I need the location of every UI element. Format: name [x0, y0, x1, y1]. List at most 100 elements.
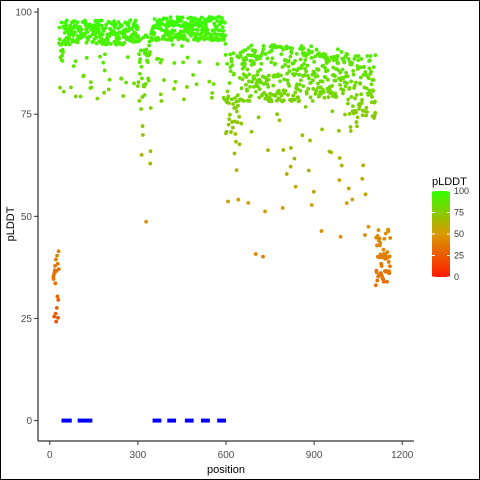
data-point — [245, 67, 250, 72]
data-point — [293, 59, 297, 63]
domain-segments — [61, 418, 226, 423]
data-point — [349, 79, 354, 84]
data-point — [232, 151, 237, 156]
data-point — [120, 23, 124, 28]
data-point — [331, 65, 336, 70]
data-point — [124, 80, 129, 85]
data-point — [153, 25, 158, 30]
data-point — [225, 89, 230, 94]
data-point — [225, 61, 230, 66]
data-point — [266, 77, 271, 82]
x-ticks: 0 300 600 900 1200 — [47, 441, 414, 461]
data-point — [345, 81, 349, 85]
data-point — [79, 27, 84, 32]
segment-bar — [152, 418, 162, 423]
data-point — [359, 57, 364, 61]
data-point — [231, 102, 235, 106]
data-point — [180, 15, 185, 20]
data-point — [139, 152, 144, 157]
data-point — [96, 26, 101, 31]
data-point — [323, 75, 328, 80]
data-point — [226, 122, 231, 127]
data-point — [291, 67, 296, 72]
data-point — [360, 176, 365, 181]
data-point — [364, 86, 369, 91]
data-point — [106, 87, 111, 92]
data-point — [341, 88, 346, 92]
data-point — [119, 76, 124, 81]
data-point — [379, 264, 384, 268]
data-point — [367, 66, 372, 71]
data-point — [204, 24, 208, 29]
segment-bar — [184, 418, 194, 423]
data-point — [249, 129, 254, 134]
data-point — [264, 94, 269, 99]
data-point — [269, 99, 274, 104]
data-point — [148, 161, 153, 166]
data-point — [170, 19, 174, 23]
y-tick-label: 25 — [21, 314, 33, 325]
data-point — [244, 82, 248, 87]
data-point — [278, 79, 282, 84]
data-point — [249, 93, 253, 98]
data-point — [309, 203, 314, 207]
data-point — [67, 37, 72, 41]
data-point — [122, 41, 127, 45]
data-point — [194, 82, 199, 87]
data-point — [135, 25, 140, 29]
data-point — [258, 56, 262, 61]
data-point — [357, 107, 361, 111]
data-point — [104, 22, 109, 27]
data-point — [170, 31, 175, 36]
data-point — [312, 59, 317, 64]
data-point — [253, 54, 258, 59]
data-point — [144, 219, 149, 224]
data-point — [172, 28, 177, 33]
data-point — [242, 61, 247, 66]
data-point — [249, 43, 254, 48]
data-point — [88, 80, 93, 84]
data-point — [322, 95, 327, 100]
data-point — [228, 52, 233, 57]
data-point — [54, 319, 59, 324]
data-point — [373, 283, 378, 288]
data-point — [373, 110, 378, 115]
data-point — [336, 128, 341, 133]
data-point — [341, 91, 345, 96]
data-point — [54, 305, 59, 310]
data-point — [102, 68, 107, 73]
data-point — [376, 228, 381, 233]
data-point — [288, 164, 293, 169]
data-point — [150, 38, 155, 42]
data-point — [304, 69, 309, 74]
data-point — [239, 86, 244, 91]
legend-tick-label: 75 — [454, 208, 464, 218]
data-point — [255, 73, 260, 77]
data-point — [358, 81, 363, 86]
data-point — [250, 80, 255, 84]
data-point — [106, 37, 110, 42]
data-point — [136, 80, 141, 84]
data-point — [366, 224, 371, 229]
data-point — [281, 98, 286, 103]
data-point — [323, 65, 327, 70]
data-point — [180, 44, 184, 48]
data-point — [269, 60, 274, 65]
data-point — [229, 130, 233, 134]
data-point — [247, 99, 252, 103]
data-point — [261, 43, 266, 48]
data-point — [281, 47, 285, 52]
data-point — [215, 19, 220, 23]
data-point — [70, 37, 75, 42]
data-point — [281, 148, 286, 152]
data-point — [311, 78, 315, 83]
data-point — [332, 55, 336, 59]
data-point — [355, 115, 360, 120]
data-point — [353, 96, 357, 101]
data-point — [139, 64, 144, 69]
data-point — [351, 68, 356, 73]
data-point — [308, 138, 312, 143]
data-point — [140, 133, 145, 137]
data-point — [360, 98, 364, 102]
data-point — [359, 101, 364, 106]
